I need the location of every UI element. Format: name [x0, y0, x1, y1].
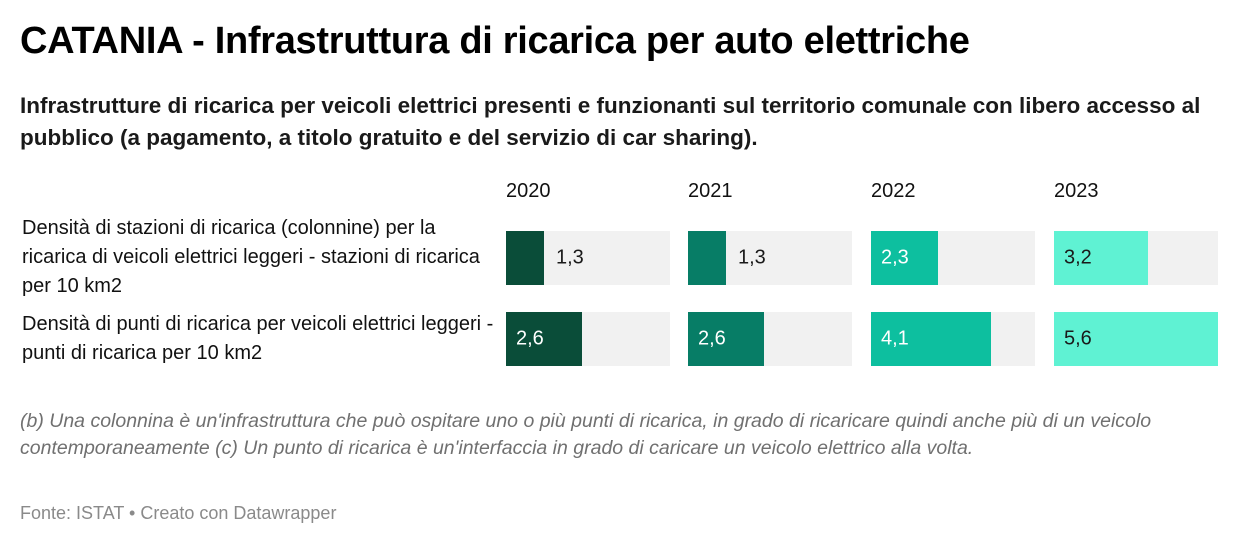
- bar-cell: 1,3: [688, 231, 852, 285]
- column-header-2020: 2020: [506, 180, 551, 202]
- bar-value-label: 2,3: [881, 246, 909, 269]
- chart-notes: (b) Una colonnina è un'infrastruttura ch…: [20, 410, 1152, 459]
- bar-value-label: 3,2: [1064, 246, 1092, 269]
- bar-value-label: 2,6: [516, 327, 544, 350]
- row-label: Densità di punti di ricarica per veicoli…: [22, 313, 494, 364]
- bar: [688, 312, 764, 366]
- bar-cell: 2,6: [688, 312, 852, 366]
- bar: [1054, 231, 1148, 285]
- column-header-2022: 2022: [871, 180, 916, 202]
- chart-subtitle: Infrastrutture di ricarica per veicoli e…: [20, 93, 1201, 150]
- column-header-2021: 2021: [688, 180, 733, 202]
- bar-cell: 3,2: [1054, 231, 1218, 285]
- chart-title: CATANIA - Infrastruttura di ricarica per…: [20, 20, 970, 62]
- column-header-2023: 2023: [1054, 180, 1099, 202]
- bar-cell: 2,6: [506, 312, 670, 366]
- bar: [871, 312, 991, 366]
- bar-cell: 4,1: [871, 312, 1035, 366]
- chart-source: Fonte: ISTAT • Creato con Datawrapper: [20, 503, 337, 523]
- bar: [871, 231, 938, 285]
- bar: [506, 312, 582, 366]
- row-label: Densità di stazioni di ricarica (colonni…: [22, 217, 480, 297]
- bar: [1054, 312, 1218, 366]
- bar-cell: 2,3: [871, 231, 1035, 285]
- bar-value-label: 1,3: [738, 246, 766, 269]
- bar-value-label: 1,3: [556, 246, 584, 269]
- bar-value-label: 2,6: [698, 327, 726, 350]
- bar: [688, 231, 726, 285]
- bar-value-label: 5,6: [1064, 327, 1092, 350]
- bar-value-label: 4,1: [881, 327, 909, 350]
- bar-cell: 1,3: [506, 231, 670, 285]
- bar-cell: 5,6: [1054, 312, 1218, 366]
- bar: [506, 231, 544, 285]
